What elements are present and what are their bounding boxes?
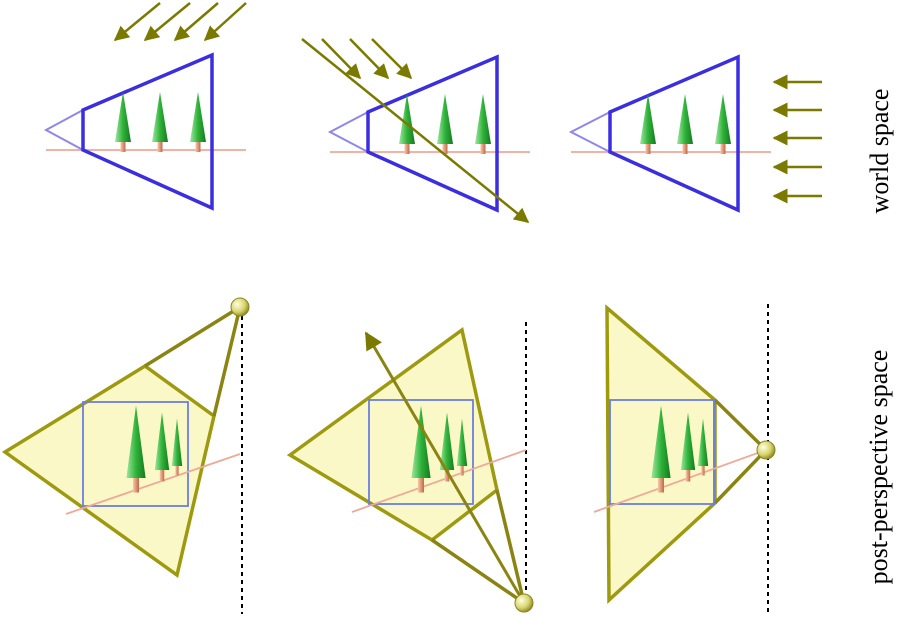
trees-3 <box>640 94 731 154</box>
world-panel-1 <box>43 2 247 211</box>
ground-line-5 <box>351 449 527 513</box>
post-panel-1 <box>1 297 250 614</box>
ground-line-4 <box>65 453 241 515</box>
unit-cube-2 <box>368 399 474 505</box>
frustum-apex-2 <box>327 111 369 153</box>
post-panel-3 <box>593 304 776 614</box>
frustum-apex-1 <box>43 109 84 151</box>
world-space-label: world space <box>865 88 894 214</box>
shadow-region-2 <box>286 327 499 543</box>
trees-2 <box>399 94 491 154</box>
frustum-apex-3 <box>568 111 611 153</box>
view-frustum-3 <box>608 54 740 213</box>
point-light-2 <box>514 593 534 613</box>
view-frustum-2 <box>366 54 499 213</box>
world-panel-2 <box>301 38 530 223</box>
light-rays-3 <box>772 74 822 204</box>
world-panel-3 <box>568 54 822 213</box>
post-panel-2 <box>286 322 534 613</box>
light-rays-2 <box>301 38 530 223</box>
shadow-region-1 <box>1 363 216 578</box>
unit-cube-3 <box>609 399 715 505</box>
trees-1 <box>115 92 206 152</box>
ground-line-6 <box>593 449 767 513</box>
light-ray-post-2 <box>364 331 526 604</box>
post-perspective-space-label: post-perspective space <box>864 349 893 585</box>
point-light-3 <box>756 440 776 460</box>
unit-cube-1 <box>82 401 189 507</box>
view-frustum-1 <box>81 52 214 211</box>
point-light-1 <box>230 297 250 317</box>
light-rays-1 <box>113 2 247 42</box>
